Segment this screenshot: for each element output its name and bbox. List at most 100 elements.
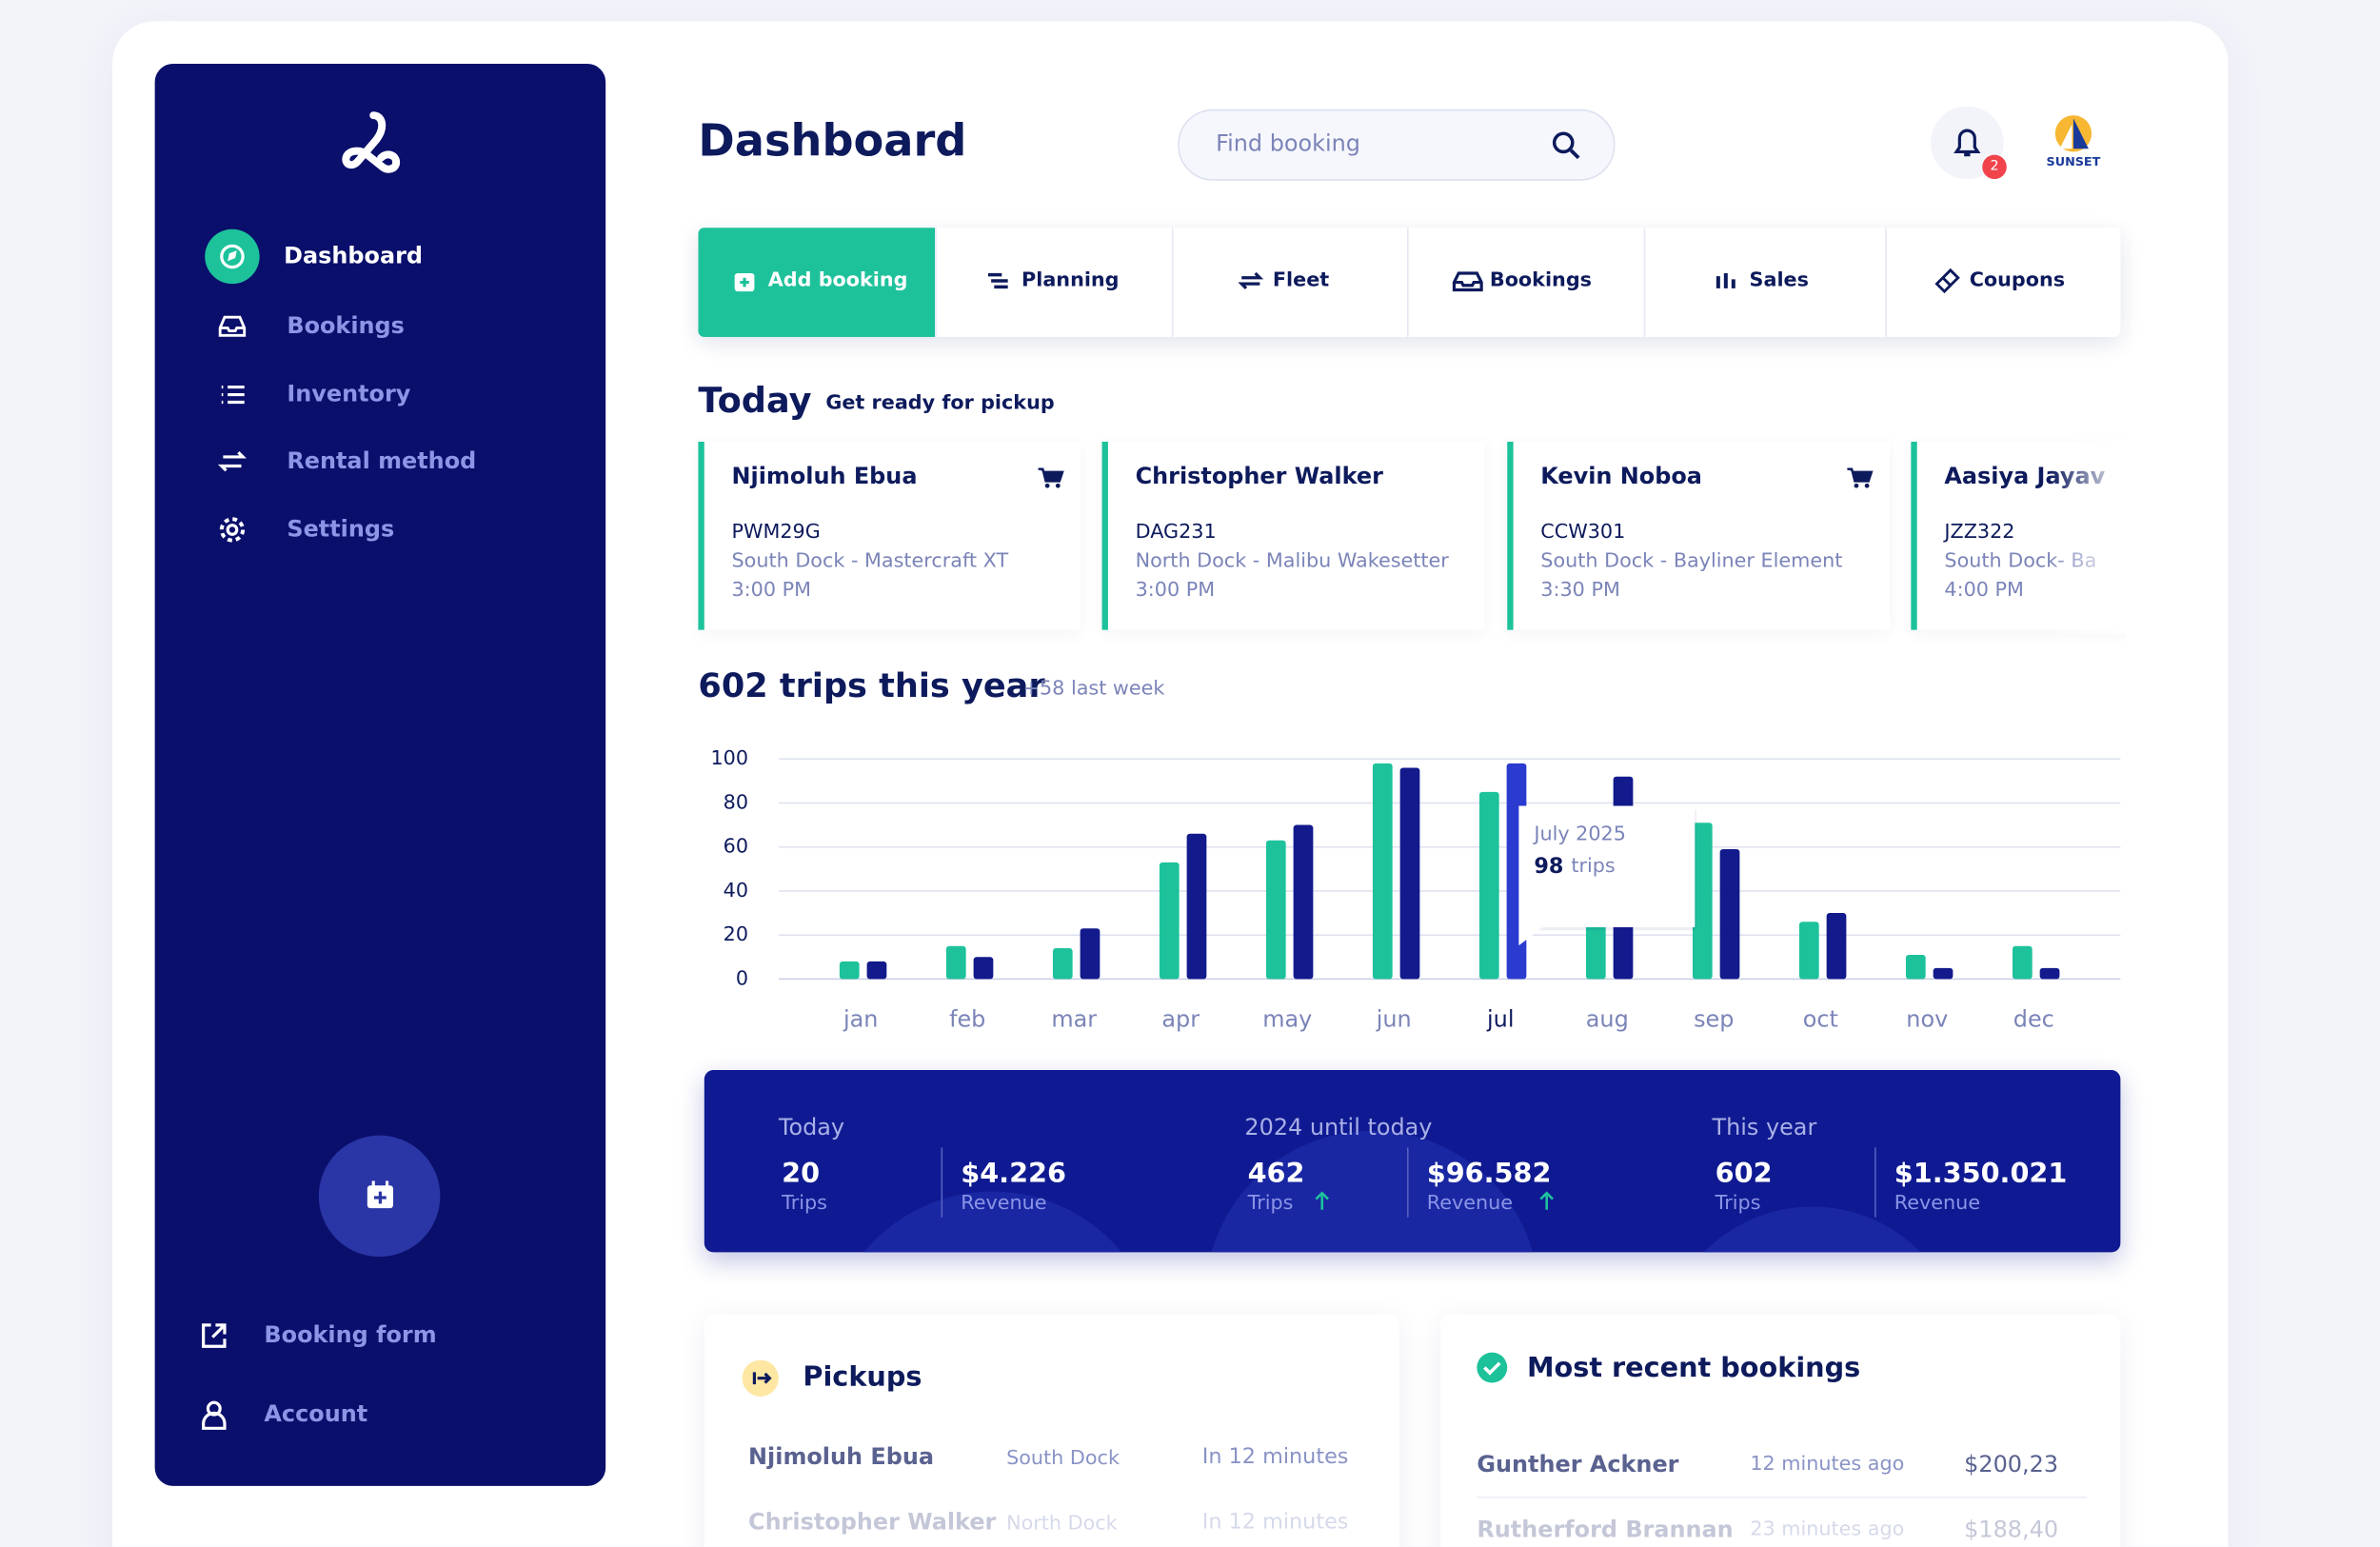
- bar: [945, 945, 966, 980]
- pickup-time: In 12 minutes: [1201, 1510, 1349, 1535]
- nav-icon: [219, 517, 246, 543]
- pickup-name: Christopher Walker: [748, 1508, 997, 1536]
- bar: [1265, 840, 1286, 980]
- y-tick-label: 80: [724, 790, 748, 813]
- tooltip-box: [1518, 805, 1696, 946]
- action-icon-part: [740, 277, 749, 288]
- x-tick-label: aug: [1586, 1005, 1629, 1032]
- bar: [1372, 763, 1393, 980]
- action-icon: [1237, 271, 1263, 290]
- nav-item[interactable]: Bookings: [287, 311, 405, 340]
- trend-up-icon-part: [1539, 1191, 1554, 1210]
- company-logo: SUNSET: [2047, 115, 2101, 169]
- card-time: 3:30 PM: [1540, 579, 1620, 603]
- stats-group-label: This year: [1712, 1113, 1817, 1141]
- nav-item[interactable]: Inventory: [287, 380, 411, 408]
- x-tick-label: mar: [1051, 1005, 1097, 1032]
- bar: [1159, 862, 1180, 980]
- footer-icon: [202, 1323, 227, 1348]
- action-button[interactable]: Coupons: [1885, 228, 2121, 337]
- x-tick-label: oct: [1803, 1005, 1838, 1032]
- bar: [2012, 945, 2033, 980]
- pickup-location: South Dock: [1006, 1447, 1120, 1471]
- action-label: Fleet: [1272, 269, 1330, 292]
- stats-group-label: Today: [778, 1113, 845, 1141]
- pickups-panel: Pickups Njimoluh Ebua South Dock In 12 minu…: [704, 1314, 1400, 1547]
- pickup-cards: Njimoluh Ebua PWM29G South Dock - Mastercr…: [690, 0, 2126, 668]
- nav-item[interactable]: Rental method: [287, 446, 477, 475]
- bar: [1399, 767, 1420, 980]
- bar: [1080, 928, 1101, 980]
- cart-icon-part: [1055, 483, 1061, 488]
- action-button[interactable]: Planning: [935, 228, 1174, 337]
- stats-label: Revenue: [1894, 1192, 1981, 1216]
- nav-icon: [221, 385, 245, 405]
- stats-decoration: [863, 1130, 1921, 1253]
- action-icon-part: [1452, 271, 1482, 292]
- nav-icon-part: [217, 451, 247, 472]
- card-code: JZZ322: [1944, 521, 2015, 545]
- x-tick-label: may: [1262, 1005, 1312, 1032]
- trips-chart: 0 20 40 60 80 100 jan feb mar apr may jun jul aug sep o…: [710, 746, 2121, 1032]
- stats-label: Trips: [782, 1192, 827, 1216]
- today-subtitle: Get ready for pickup: [825, 392, 1055, 416]
- cart-icon-part: [1854, 483, 1859, 488]
- nav-item[interactable]: Settings: [287, 515, 395, 543]
- action-button[interactable]: Fleet: [1171, 228, 1409, 337]
- stats-label: Revenue: [1426, 1192, 1514, 1216]
- footer-icon: [202, 1400, 227, 1430]
- nav-item[interactable]: Dashboard: [284, 242, 424, 270]
- x-tick-label: dec: [2013, 1005, 2054, 1032]
- tooltip-unit: trips: [1571, 854, 1615, 877]
- bar: [1478, 791, 1499, 980]
- card-time: 4:00 PM: [1944, 579, 2024, 603]
- stats-value: $1.350.021: [1894, 1158, 2068, 1191]
- search-box[interactable]: [1178, 109, 1616, 181]
- company-logo-text: SUNSET: [2047, 155, 2101, 169]
- action-icon-part: [1716, 272, 1735, 288]
- x-tick-label: jul: [1486, 1005, 1514, 1032]
- stats-value: $4.226: [961, 1158, 1067, 1191]
- action-icon: [1934, 268, 1959, 294]
- add-booking-button[interactable]: [318, 1135, 441, 1258]
- bar: [1905, 954, 1926, 980]
- stats-value: 462: [1247, 1158, 1305, 1191]
- page-title: Dashboard: [698, 114, 967, 167]
- nav-icon-part: [219, 517, 246, 543]
- action-label: Coupons: [1969, 269, 2066, 292]
- y-tick-label: 0: [736, 966, 748, 989]
- action-button[interactable]: Sales: [1643, 228, 1887, 337]
- tooltip: July 2025 98 trips: [1518, 805, 1696, 946]
- booking-name: Gunther Ackner: [1477, 1450, 1679, 1478]
- stats-value: 20: [782, 1158, 821, 1191]
- pickup-card[interactable]: Christopher Walker DAG231 North Dock - Mal…: [1101, 441, 1485, 630]
- bell-icon: [1954, 129, 1981, 157]
- pickup-card[interactable]: Njimoluh Ebua PWM29G South Dock - Mastercr…: [698, 441, 1081, 630]
- booking-time: 23 minutes ago: [1750, 1518, 1905, 1542]
- y-tick-label: 100: [710, 746, 748, 769]
- footer-icon-part: [206, 1400, 222, 1417]
- bar: [1692, 823, 1713, 980]
- card-location: South Dock - Mastercraft XT: [731, 549, 1009, 573]
- stats-value: 602: [1715, 1158, 1773, 1191]
- card-name: Kevin Noboa: [1540, 462, 1702, 490]
- action-icon: [987, 272, 1008, 289]
- pickups-arrow: [752, 1372, 772, 1385]
- action-icon: [1716, 272, 1735, 288]
- pickup-card[interactable]: Kevin Noboa CCW301 South Dock - Bayliner E…: [1507, 441, 1891, 630]
- x-tick-label: jan: [843, 1005, 878, 1032]
- action-bar: Add booking Planning Fleet Bookings Sales Cou…: [698, 228, 2121, 337]
- nav-icon: [220, 244, 245, 269]
- bar: [866, 961, 887, 980]
- action-button[interactable]: Bookings: [1406, 228, 1646, 337]
- pickups-arrow-part: [752, 1372, 772, 1385]
- action-icon-part: [987, 272, 1008, 289]
- pickup-location: North Dock: [1006, 1512, 1118, 1536]
- trend-up-icon: [1315, 1191, 1329, 1210]
- action-button[interactable]: Add booking: [698, 228, 936, 337]
- card-time: 3:00 PM: [731, 579, 812, 603]
- stats-value: $96.582: [1426, 1158, 1552, 1191]
- footer-nav-item[interactable]: Account: [264, 1399, 368, 1428]
- pickup-time: In 12 minutes: [1201, 1444, 1349, 1470]
- footer-nav-item[interactable]: Booking form: [264, 1320, 437, 1349]
